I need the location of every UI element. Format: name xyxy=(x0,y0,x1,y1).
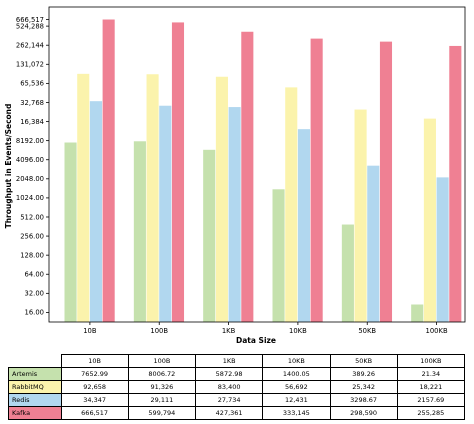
table-col-header: 50KB xyxy=(329,354,398,368)
y-tick-label: 65,536 xyxy=(20,80,44,88)
bar-chart: 16.00 32.00 64.00 128.00 256.00 512.00 1024.00… xyxy=(4,6,466,345)
y-tick-label: 128.00 xyxy=(20,251,44,259)
bar-artemis-10b xyxy=(64,142,77,322)
bar-artemis-100kb xyxy=(411,304,424,322)
table-cell: 427,361 xyxy=(194,406,264,420)
bar-redis-10b xyxy=(89,101,102,322)
bar-artemis-10kb xyxy=(272,189,285,322)
y-tick-label: 16.00 xyxy=(25,309,44,317)
y-tick-label: 32.00 xyxy=(25,290,44,298)
bar-kafka-10kb xyxy=(310,38,323,323)
bars-group xyxy=(64,19,462,323)
table-row-header: Artemis xyxy=(8,367,62,381)
table-cell: 255,285 xyxy=(396,406,466,420)
table-col-header: 10B xyxy=(60,354,129,368)
bar-rabbitmq-50kb xyxy=(354,109,367,323)
data-table: 10B 100B 1KB 10KB 50KB 100KB Artemis 765… xyxy=(8,354,466,420)
table-cell: 21.34 xyxy=(396,367,466,381)
bar-artemis-1kb xyxy=(203,149,216,322)
table-cell: 8006.72 xyxy=(127,367,197,381)
table-cell: 7652.99 xyxy=(60,367,129,381)
bar-kafka-1kb xyxy=(241,31,254,322)
bar-redis-50kb xyxy=(367,165,380,322)
table-cell: 5872.98 xyxy=(194,367,264,381)
bar-rabbitmq-100kb xyxy=(423,118,436,323)
table-row-header: RabbitMQ xyxy=(8,380,62,394)
table-row: Artemis 7652.99 8006.72 5872.98 1400.05 … xyxy=(8,367,466,381)
table-cell: 25,342 xyxy=(329,380,398,394)
y-tick-label: 16,384 xyxy=(20,118,44,126)
table-col-header: 100B xyxy=(127,354,197,368)
x-tick-label: 50KB xyxy=(358,327,376,335)
x-tick-label: 10B xyxy=(83,327,97,335)
y-tick-label: 262,144 xyxy=(16,42,44,50)
bar-kafka-10b xyxy=(102,19,115,322)
table-col-header: 1KB xyxy=(194,354,264,368)
y-tick-label: 666,517 xyxy=(16,16,44,24)
y-tick-label: 256.00 xyxy=(20,232,44,240)
bar-redis-100b xyxy=(159,105,172,322)
bar-kafka-100b xyxy=(171,22,185,323)
table-col-header: 100KB xyxy=(396,354,466,368)
y-tick-label: 8192.00 xyxy=(16,137,44,145)
table-cell: 2157.69 xyxy=(396,393,466,407)
table-row: Kafka 666,517 599,794 427,361 333,145 29… xyxy=(8,406,466,420)
y-axis: 16.00 32.00 64.00 128.00 256.00 512.00 1024.00… xyxy=(16,16,49,317)
table-cell: 92,658 xyxy=(60,380,129,394)
table-cell: 34,347 xyxy=(60,393,129,407)
table-row: Redis 34,347 29,111 27,734 12,431 3298.6… xyxy=(8,393,466,407)
table-cell: 333,145 xyxy=(262,406,331,420)
y-tick-label: 524,288 xyxy=(16,22,44,30)
x-tick-label: 10KB xyxy=(289,327,307,335)
y-tick-label: 64.00 xyxy=(25,271,44,279)
plot-frame xyxy=(48,6,466,323)
table-cell: 56,692 xyxy=(262,380,331,394)
table-col-header: 10KB xyxy=(262,354,331,368)
bar-rabbitmq-1kb xyxy=(215,76,228,322)
bar-rabbitmq-10kb xyxy=(285,87,298,323)
table-cell: 29,111 xyxy=(127,393,197,407)
bar-kafka-50kb xyxy=(379,41,393,322)
bar-redis-1kb xyxy=(228,107,241,322)
table-corner xyxy=(9,355,62,368)
x-tick-label: 1KB xyxy=(222,327,236,335)
y-axis-label: Throughput in Events/Second xyxy=(4,104,13,229)
x-axis-label: Data Size xyxy=(236,336,276,345)
table-cell: 27,734 xyxy=(194,393,264,407)
table-row-header: Kafka xyxy=(8,406,62,420)
bar-redis-100kb xyxy=(436,177,449,322)
bar-rabbitmq-100b xyxy=(146,74,159,322)
table-cell: 83,400 xyxy=(194,380,264,394)
bar-artemis-50kb xyxy=(341,224,354,322)
bar-rabbitmq-10b xyxy=(77,73,90,322)
y-tick-label: 4096.00 xyxy=(16,156,44,164)
y-tick-label: 131,072 xyxy=(16,61,44,69)
table-cell: 599,794 xyxy=(127,406,197,420)
bar-artemis-100b xyxy=(133,141,146,322)
x-tick-label: 100B xyxy=(150,327,168,335)
y-tick-label: 32,768 xyxy=(20,99,44,107)
table-header-row: 10B 100B 1KB 10KB 50KB 100KB xyxy=(9,354,466,368)
table-cell: 389.26 xyxy=(329,367,398,381)
table-cell: 18,221 xyxy=(396,380,466,394)
table-cell: 12,431 xyxy=(262,393,331,407)
table-cell: 3298.67 xyxy=(329,393,398,407)
y-tick-label: 1024.00 xyxy=(16,194,44,202)
y-tick-label: 2048.00 xyxy=(16,175,44,183)
bar-kafka-100kb xyxy=(449,45,462,323)
x-axis: 10B 100B 1KB 10KB 50KB 100KB xyxy=(83,322,448,335)
table-row: RabbitMQ 92,658 91,326 83,400 56,692 25,… xyxy=(8,380,466,394)
table-cell: 1400.05 xyxy=(262,367,331,381)
y-tick-label: 512.00 xyxy=(20,213,44,221)
table-cell: 666,517 xyxy=(60,406,129,420)
x-tick-label: 100KB xyxy=(426,327,448,335)
bar-redis-10kb xyxy=(297,129,310,322)
table-cell: 91,326 xyxy=(127,380,197,394)
table-cell: 298,590 xyxy=(329,406,398,420)
table-row-header: Redis xyxy=(8,393,62,407)
